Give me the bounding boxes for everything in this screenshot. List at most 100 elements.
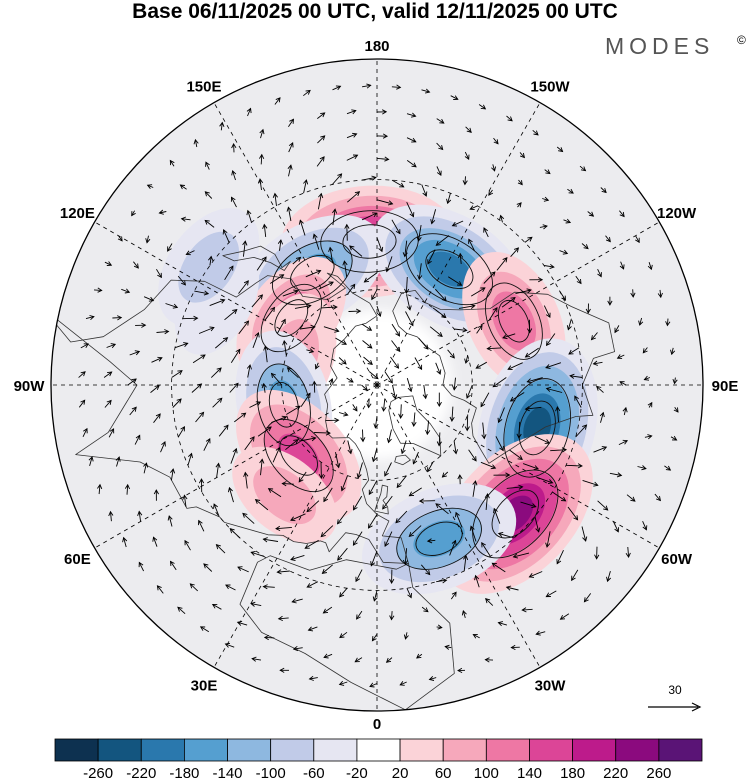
coastline-5	[374, 484, 389, 515]
arrow-head-icon	[544, 439, 551, 444]
wind-vector	[635, 235, 640, 244]
arrow-head-icon	[516, 433, 522, 439]
map-content	[51, 59, 703, 711]
wind-vector	[88, 456, 94, 467]
wind-vector	[434, 288, 447, 302]
wind-vector	[169, 560, 177, 571]
colorbar-swatch	[399, 738, 444, 762]
wind-vector	[436, 624, 443, 630]
wind-vector	[224, 265, 234, 281]
wind-vector	[427, 249, 436, 265]
wind-vector	[647, 401, 653, 408]
wind-vector	[567, 188, 574, 194]
arrow-head-icon	[502, 257, 508, 263]
arrow-head-icon	[135, 434, 141, 441]
arrow-head-icon	[371, 175, 377, 181]
arrow-head-icon	[592, 360, 598, 366]
arrow-head-icon	[535, 630, 541, 636]
contour-line	[279, 435, 318, 476]
wind-vector	[391, 340, 401, 353]
arrow-head-icon	[385, 266, 391, 273]
wind-vector	[185, 250, 195, 256]
wind-vector	[251, 294, 264, 308]
wind-vector	[234, 412, 247, 423]
wind-vector	[328, 246, 334, 264]
arrow-head-icon	[481, 434, 487, 440]
wind-vector	[134, 434, 141, 445]
arrow-head-icon	[198, 478, 205, 484]
wind-vector	[466, 384, 473, 399]
arrow-head-icon	[250, 601, 256, 607]
arrow-head-icon	[509, 396, 516, 402]
arrow-head-icon	[185, 250, 191, 256]
wind-vector	[485, 598, 494, 606]
arrow-head-icon	[292, 645, 299, 652]
wind-vector	[544, 169, 551, 175]
wind-vector	[366, 398, 372, 409]
arrow-head-icon	[281, 318, 286, 324]
arrow-head-icon	[356, 473, 362, 479]
wind-vector	[121, 288, 131, 294]
wind-vector	[272, 446, 281, 463]
contour-line	[497, 299, 530, 343]
wind-vector	[231, 142, 237, 153]
wind-vector	[524, 347, 539, 358]
wind-vector	[318, 462, 324, 480]
contour-line	[260, 283, 322, 353]
arrow-head-icon	[521, 607, 527, 613]
arrow-head-icon	[488, 190, 494, 196]
wind-vector	[593, 446, 608, 453]
arrow-head-icon	[647, 264, 653, 271]
wind-vector	[205, 161, 210, 170]
coastline-4	[394, 454, 411, 466]
arrow-head-icon	[601, 446, 608, 451]
colorbar-tick-label: -180	[169, 765, 199, 782]
arrow-head-icon	[585, 308, 591, 314]
wind-vector	[396, 475, 407, 489]
arrow-head-icon	[272, 192, 278, 198]
arrow-head-icon	[395, 346, 401, 353]
wind-vector	[402, 240, 408, 258]
wind-vector	[346, 109, 357, 115]
arrow-head-icon	[418, 498, 425, 504]
contour-line	[425, 249, 474, 290]
wind-vector	[630, 289, 636, 298]
wind-vector	[435, 503, 449, 515]
arrow-head-icon	[427, 259, 432, 265]
arrow-head-icon	[630, 292, 636, 298]
arrow-head-icon	[441, 578, 448, 584]
wind-vector	[131, 210, 136, 217]
wind-vector	[559, 290, 567, 301]
arrow-head-icon	[451, 539, 457, 546]
arrow-head-icon	[472, 633, 478, 639]
arrow-head-icon	[486, 345, 492, 352]
arrow-head-icon	[242, 240, 248, 246]
wind-vector	[179, 184, 187, 190]
arrow-head-icon	[83, 427, 88, 434]
wind-vector	[187, 452, 193, 466]
wind-vector	[300, 392, 311, 407]
wind-vector	[305, 269, 322, 278]
arrow-head-icon	[339, 592, 345, 598]
wind-vector	[609, 472, 623, 478]
arrow-head-icon	[566, 325, 572, 331]
colorbar-swatch	[227, 738, 272, 762]
arrow-head-icon	[282, 339, 288, 346]
arrow-head-icon	[449, 353, 455, 359]
wind-vector	[594, 546, 600, 560]
arrow-head-icon	[152, 536, 158, 542]
wind-vector	[474, 574, 480, 588]
wind-vector	[497, 407, 505, 424]
arrow-head-icon	[270, 372, 276, 378]
arrow-head-icon	[480, 402, 486, 408]
wind-vector	[389, 569, 395, 585]
arrow-head-icon	[349, 245, 355, 251]
arrow-head-icon	[370, 561, 376, 567]
wind-vector	[338, 411, 349, 417]
arrow-head-icon	[254, 332, 260, 338]
arrow-head-icon	[417, 364, 423, 371]
wind-vector	[282, 339, 288, 356]
arrow-head-icon	[510, 297, 516, 302]
arrow-head-icon	[241, 412, 247, 418]
wind-vector	[298, 471, 307, 483]
